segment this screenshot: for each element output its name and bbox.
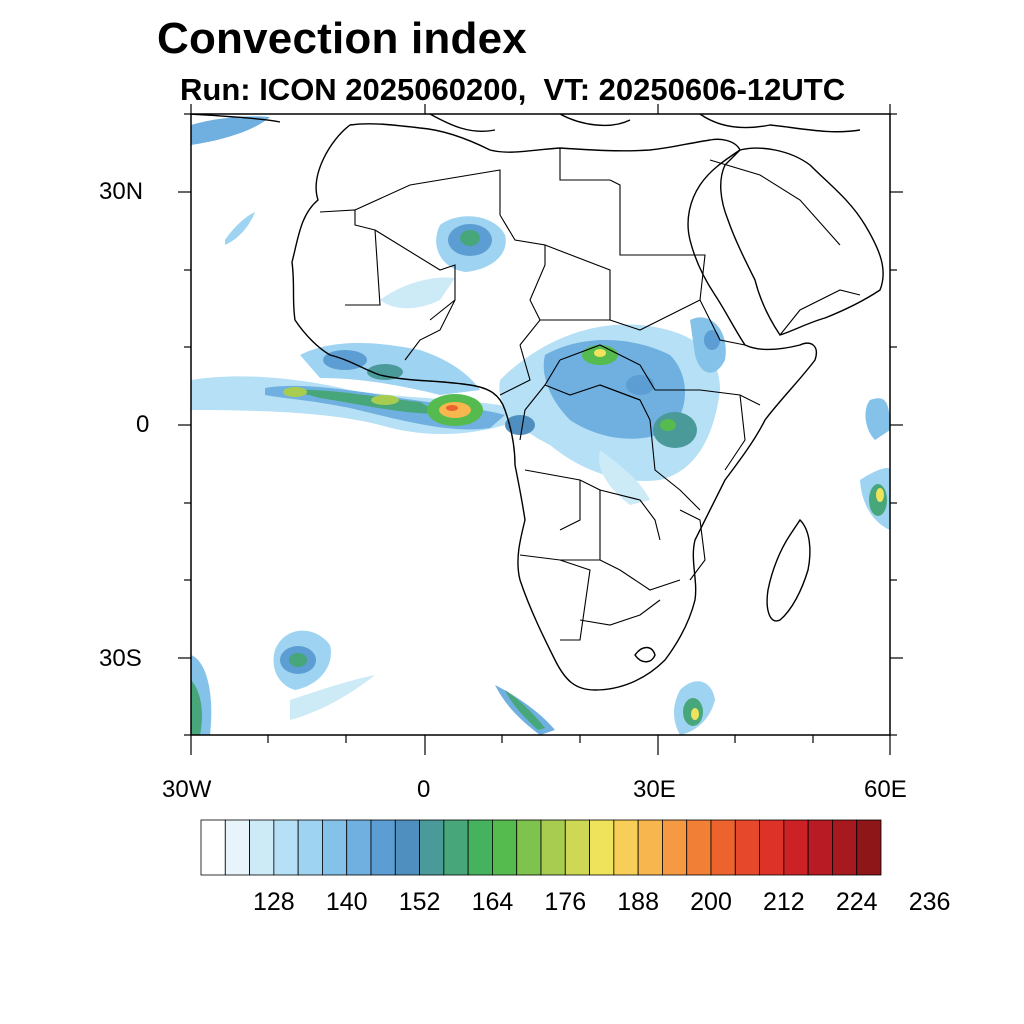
colorbar-swatch [637, 819, 663, 876]
colorbar-swatch [856, 819, 882, 876]
convection-itcz-band [191, 376, 520, 435]
colorbar-swatch [564, 819, 590, 876]
colorbar-swatch [613, 819, 639, 876]
lon-label-60e: 60E [864, 776, 907, 803]
country-borders [319, 148, 861, 641]
colorbar-tick-label: 164 [471, 888, 514, 916]
colorbar-swatch [662, 819, 688, 876]
colorbar-tick-label: 152 [398, 888, 441, 916]
colorbar-swatch [516, 819, 542, 876]
colorbar-tick-label: 128 [252, 888, 295, 916]
colorbar-swatch [346, 819, 372, 876]
colorbar-swatch [832, 819, 858, 876]
arabia-coast [720, 147, 884, 336]
lon-ticks [190, 104, 891, 755]
lat-label-0: 0 [136, 411, 150, 438]
europe-coast [191, 114, 861, 133]
colorbar-swatch [710, 819, 736, 876]
colorbar [200, 819, 882, 876]
convection-field [191, 114, 890, 735]
africa-coast [291, 123, 817, 691]
colorbar-tick-label: 188 [617, 888, 659, 916]
colorbar-tick-label: 224 [835, 888, 878, 916]
convection-south-atlantic [191, 630, 715, 735]
colorbar-tick-label: 212 [762, 888, 805, 916]
convection-central-africa [499, 317, 726, 505]
lon-label-30w: 30W [162, 776, 212, 803]
colorbar-swatch [419, 819, 445, 876]
colorbar-swatch [322, 819, 348, 876]
lat-label-30s: 30S [99, 645, 142, 672]
colorbar-swatch [467, 819, 493, 876]
colorbar-swatch [200, 819, 226, 876]
colorbar-swatch [224, 819, 250, 876]
colorbar-swatch [297, 819, 323, 876]
convection-nw-corner [191, 116, 270, 145]
colorbar-tick-label: 140 [325, 888, 368, 916]
colorbar-swatch [783, 819, 809, 876]
colorbar-swatch [734, 819, 760, 876]
colorbar-swatch [759, 819, 785, 876]
colorbar-swatch [540, 819, 566, 876]
colorbar-tick-label: 176 [544, 888, 587, 916]
colorbar-swatch [249, 819, 275, 876]
colorbar-swatch [273, 819, 299, 876]
coastlines [191, 114, 884, 691]
convection-nw-streak [225, 212, 255, 245]
colorbar-swatch [686, 819, 712, 876]
colorbar-swatch [492, 819, 518, 876]
lesotho-outline [634, 646, 656, 663]
lat-label-30n: 30N [99, 178, 144, 205]
colorbar-tick-label: 200 [690, 888, 732, 916]
colorbar-swatch [394, 819, 420, 876]
colorbar-swatch [589, 819, 615, 876]
madagascar-coast [766, 518, 811, 622]
convection-indian-ocean [860, 398, 890, 530]
colorbar-swatch [370, 819, 396, 876]
colorbar-swatch [443, 819, 469, 876]
lat-ticks [178, 113, 903, 736]
map-subtitle: Run: ICON 2025060200, VT: 20250606-12UTC [180, 72, 846, 107]
convection-sahara [380, 216, 506, 309]
colorbar-swatch [807, 819, 833, 876]
colorbar-tick-label: 236 [908, 888, 951, 916]
lon-label-30e: 30E [633, 776, 676, 803]
map-title: Convection index [157, 14, 527, 63]
lon-label-0: 0 [417, 776, 431, 803]
